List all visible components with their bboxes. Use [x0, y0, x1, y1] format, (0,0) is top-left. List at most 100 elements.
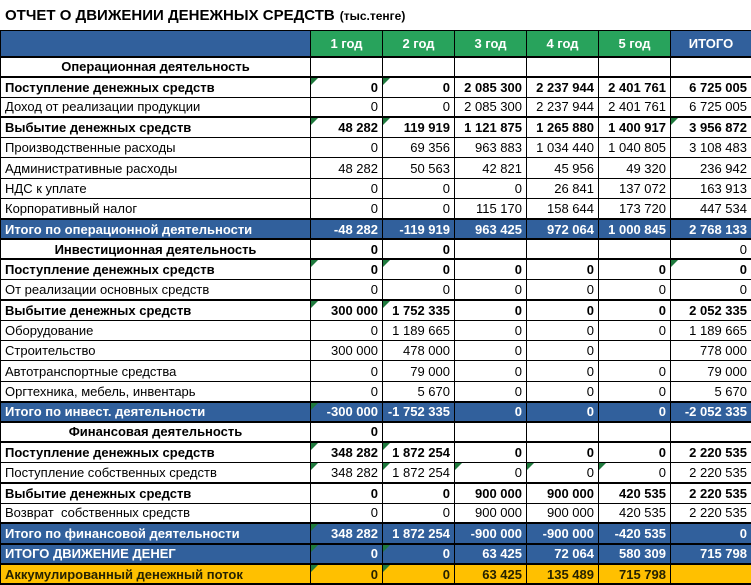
row-label-cell[interactable]: Операционная деятельность — [0, 55, 311, 78]
value-cell[interactable]: 0 — [526, 319, 599, 342]
value-cell[interactable]: 963 883 — [454, 137, 527, 159]
value-cell[interactable]: 0 — [454, 400, 527, 423]
value-cell[interactable]: 0 — [382, 502, 455, 524]
value-cell[interactable]: 0 — [598, 360, 671, 382]
column-header-total[interactable]: ИТОГО — [670, 30, 751, 58]
row-label-cell[interactable]: Итого по финансовой деятельности — [0, 522, 311, 545]
value-cell[interactable]: 478 000 — [382, 340, 455, 362]
value-cell[interactable]: 348 282 — [310, 461, 383, 484]
value-cell[interactable]: 0 — [670, 522, 751, 545]
value-cell[interactable]: 1 400 917 — [598, 116, 671, 139]
value-cell[interactable]: 0 — [382, 258, 455, 281]
value-cell[interactable] — [670, 55, 751, 78]
value-cell[interactable]: 0 — [454, 177, 527, 200]
value-cell[interactable]: 69 356 — [382, 137, 455, 159]
value-cell[interactable]: 79 000 — [382, 360, 455, 382]
value-cell[interactable]: 2 220 535 — [670, 481, 751, 504]
column-header-year[interactable]: 1 год — [310, 30, 383, 58]
value-cell[interactable]: 0 — [310, 238, 383, 261]
value-cell[interactable]: 0 — [310, 542, 383, 565]
value-cell[interactable]: 0 — [526, 441, 599, 463]
value-cell[interactable]: 0 — [526, 299, 599, 321]
value-cell[interactable]: 0 — [382, 481, 455, 504]
value-cell[interactable]: 0 — [310, 177, 383, 200]
value-cell[interactable]: 0 — [598, 279, 671, 301]
value-cell[interactable]: 1 034 440 — [526, 137, 599, 159]
value-cell[interactable]: 26 841 — [526, 177, 599, 200]
value-cell[interactable]: 48 282 — [310, 157, 383, 179]
value-cell[interactable]: 0 — [454, 461, 527, 484]
row-label-cell[interactable]: От реализации основных средств — [0, 279, 311, 301]
value-cell[interactable]: 300 000 — [310, 299, 383, 321]
value-cell[interactable]: 1 189 665 — [382, 319, 455, 342]
value-cell[interactable]: 115 170 — [454, 198, 527, 220]
row-label-cell[interactable]: Возврат собственных средств — [0, 502, 311, 524]
value-cell[interactable] — [454, 55, 527, 78]
value-cell[interactable]: 2 085 300 — [454, 75, 527, 98]
value-cell[interactable]: 173 720 — [598, 198, 671, 220]
value-cell[interactable]: 158 644 — [526, 198, 599, 220]
value-cell[interactable]: 0 — [382, 198, 455, 220]
value-cell[interactable]: 1 872 254 — [382, 522, 455, 545]
value-cell[interactable]: 900 000 — [454, 502, 527, 524]
value-cell[interactable]: -119 919 — [382, 217, 455, 241]
column-header-year[interactable]: 2 год — [382, 30, 455, 58]
row-label-cell[interactable]: Выбытие денежных средств — [0, 299, 311, 321]
value-cell[interactable]: -420 535 — [598, 522, 671, 545]
value-cell[interactable] — [670, 420, 751, 444]
value-cell[interactable] — [598, 420, 671, 444]
value-cell[interactable]: 0 — [598, 461, 671, 484]
row-label-cell[interactable]: Финансовая деятельность — [0, 420, 311, 444]
value-cell[interactable]: 42 821 — [454, 157, 527, 179]
value-cell[interactable]: 6 725 005 — [670, 96, 751, 118]
value-cell[interactable]: 137 072 — [598, 177, 671, 200]
row-label-cell[interactable]: Аккумулированный денежный поток — [0, 562, 311, 585]
value-cell[interactable]: -48 282 — [310, 217, 383, 241]
value-cell[interactable]: 0 — [382, 238, 455, 261]
value-cell[interactable]: 0 — [382, 562, 455, 585]
value-cell[interactable]: 0 — [310, 360, 383, 382]
value-cell[interactable]: 79 000 — [670, 360, 751, 382]
value-cell[interactable]: 0 — [382, 177, 455, 200]
value-cell[interactable]: 0 — [382, 279, 455, 301]
value-cell[interactable]: 0 — [526, 400, 599, 423]
value-cell[interactable]: 580 309 — [598, 542, 671, 565]
value-cell[interactable]: 5 670 — [382, 380, 455, 403]
value-cell[interactable]: 2 237 944 — [526, 96, 599, 118]
value-cell[interactable]: 2 401 761 — [598, 75, 671, 98]
value-cell[interactable]: 63 425 — [454, 562, 527, 585]
value-cell[interactable]: 72 064 — [526, 542, 599, 565]
row-label-cell[interactable]: Итого по инвест. деятельности — [0, 400, 311, 423]
row-label-cell[interactable]: Административные расходы — [0, 157, 311, 179]
value-cell[interactable]: 236 942 — [670, 157, 751, 179]
value-cell[interactable]: 0 — [310, 279, 383, 301]
value-cell[interactable]: 900 000 — [526, 502, 599, 524]
value-cell[interactable]: 0 — [382, 96, 455, 118]
value-cell[interactable]: 3 956 872 — [670, 116, 751, 139]
value-cell[interactable]: 1 265 880 — [526, 116, 599, 139]
value-cell[interactable]: 1 040 805 — [598, 137, 671, 159]
value-cell[interactable]: 0 — [526, 380, 599, 403]
value-cell[interactable]: -900 000 — [526, 522, 599, 545]
value-cell[interactable]: 0 — [382, 75, 455, 98]
value-cell[interactable]: 50 563 — [382, 157, 455, 179]
column-header-year[interactable]: 5 год — [598, 30, 671, 58]
value-cell[interactable]: 0 — [382, 542, 455, 565]
value-cell[interactable]: 348 282 — [310, 522, 383, 545]
value-cell[interactable]: 6 725 005 — [670, 75, 751, 98]
row-label-cell[interactable]: Автотранспортные средства — [0, 360, 311, 382]
value-cell[interactable]: 0 — [310, 75, 383, 98]
value-cell[interactable] — [310, 55, 383, 78]
value-cell[interactable]: 0 — [526, 461, 599, 484]
value-cell[interactable]: 3 108 483 — [670, 137, 751, 159]
value-cell[interactable]: 778 000 — [670, 340, 751, 362]
value-cell[interactable]: 0 — [310, 481, 383, 504]
value-cell[interactable]: 0 — [310, 198, 383, 220]
value-cell[interactable]: 0 — [454, 360, 527, 382]
value-cell[interactable] — [454, 238, 527, 261]
value-cell[interactable]: 0 — [526, 340, 599, 362]
row-label-cell[interactable]: Корпоративный налог — [0, 198, 311, 220]
column-header-year[interactable]: 4 год — [526, 30, 599, 58]
row-label-cell[interactable]: Итого по операционной деятельности — [0, 217, 311, 241]
row-label-cell[interactable]: Оборудование — [0, 319, 311, 342]
